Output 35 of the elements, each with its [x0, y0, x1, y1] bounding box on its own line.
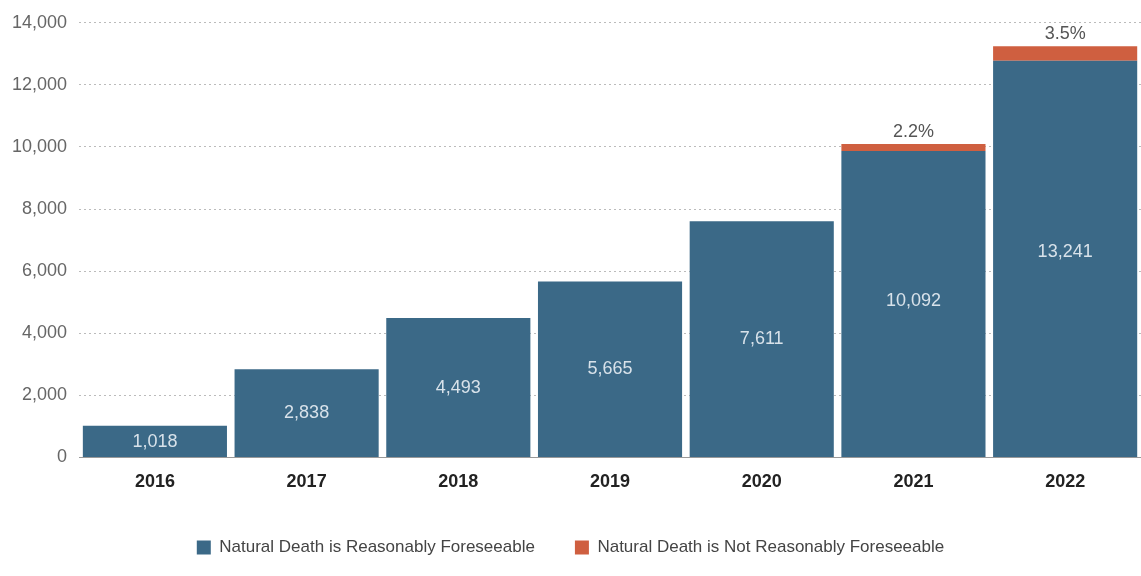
x-tick-label: 2019 [590, 471, 631, 492]
y-tick-label: 4,000 [22, 322, 68, 343]
x-tick-label: 2020 [741, 471, 782, 492]
y-tick-label: 8,000 [22, 198, 68, 219]
bar [537, 281, 683, 457]
x-tick-label: 2021 [893, 471, 934, 492]
x-tick-label: 2018 [438, 471, 479, 492]
annotation: 3.5% [1044, 23, 1086, 44]
total-label: 5,665 [587, 358, 633, 379]
x-tick-label: 2016 [134, 471, 175, 492]
bar [993, 46, 1138, 61]
x-tick-label: 2017 [286, 471, 327, 492]
bar [841, 144, 986, 152]
bar [82, 425, 227, 457]
total-label: 1,018 [132, 430, 178, 451]
y-tick-label: 0 [57, 446, 68, 467]
x-tick-label: 2022 [1045, 471, 1086, 492]
legend-label: Natural Death is Not Reasonably Foreseeable [597, 537, 945, 557]
annotation: 2.2% [892, 121, 934, 142]
total-label: 13,241 [1037, 240, 1093, 261]
total-label: 4,493 [435, 376, 481, 397]
y-tick-label: 12,000 [11, 73, 68, 94]
bar [689, 221, 834, 457]
y-tick-label: 2,000 [22, 384, 68, 405]
total-label: 10,092 [885, 289, 941, 310]
bar [386, 317, 531, 457]
bar [993, 60, 1138, 457]
legend-label: Natural Death is Reasonably Foreseeable [219, 537, 535, 557]
bar [234, 369, 379, 457]
y-tick-label: 6,000 [22, 260, 68, 281]
total-label: 7,611 [739, 328, 784, 349]
bar [841, 151, 986, 457]
total-label: 2,838 [284, 402, 330, 423]
y-tick-label: 10,000 [11, 135, 68, 156]
y-tick-label: 14,000 [11, 11, 68, 32]
